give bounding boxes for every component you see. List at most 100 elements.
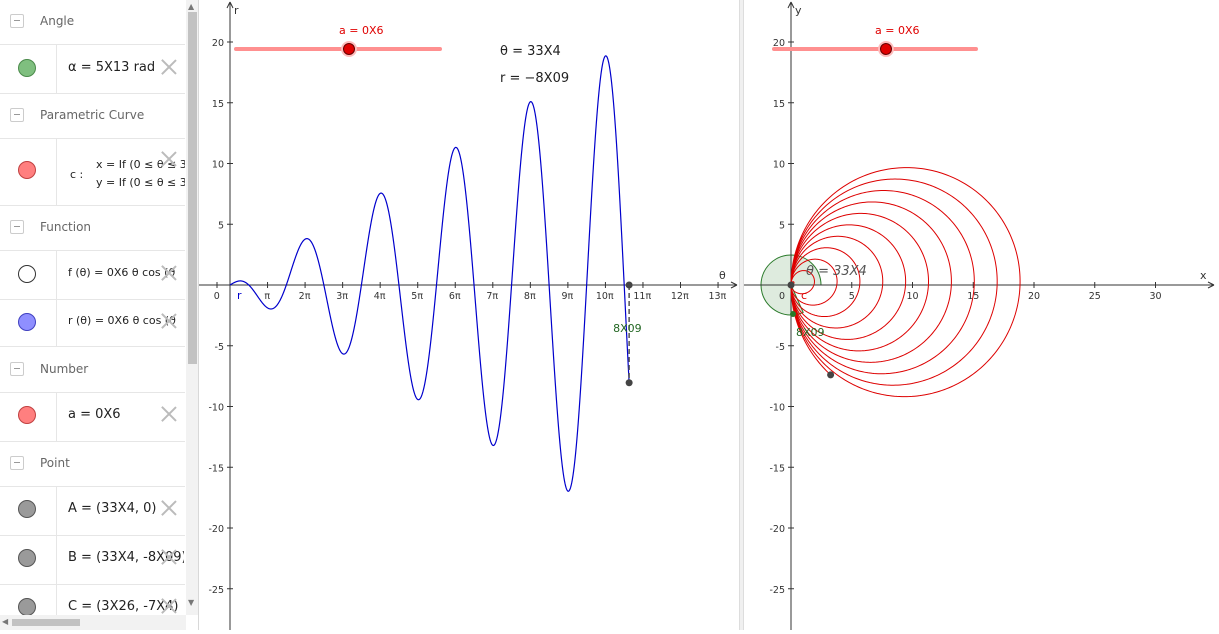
item-definition[interactable]: r (θ) = 0X6 θ cos (θ <box>68 314 176 327</box>
category-point[interactable]: Point <box>0 442 185 487</box>
algebra-item-B[interactable]: B = (33X4, -8X09) <box>0 536 185 585</box>
horizontal-scrollbar[interactable]: ◀ <box>0 615 186 630</box>
y-tick-label: 5 <box>779 220 785 231</box>
y-tick-label: -25 <box>769 585 785 596</box>
scroll-up-icon[interactable]: ▲ <box>188 2 195 11</box>
visibility-toggle-icon[interactable] <box>18 161 36 179</box>
x-tick-label: 8π <box>524 291 536 302</box>
vertical-scrollbar[interactable]: ▲ ▼ <box>186 0 198 615</box>
y-tick-label: -20 <box>769 524 785 535</box>
point-A[interactable] <box>625 281 633 289</box>
curve-label: r <box>237 289 242 302</box>
item-definition[interactable]: α = 5X13 rad <box>68 60 156 75</box>
delete-icon[interactable] <box>160 405 178 423</box>
view-divider[interactable] <box>739 0 744 630</box>
slider-a-point[interactable] <box>343 43 355 55</box>
x-tick-label: 5π <box>411 291 423 302</box>
category-label: Angle <box>40 14 75 28</box>
collapse-icon[interactable] <box>10 362 24 376</box>
algebra-item-a[interactable]: a = 0X6 <box>0 393 185 442</box>
delete-icon[interactable] <box>160 150 178 168</box>
visibility-toggle-icon[interactable] <box>18 59 36 77</box>
item-definition[interactable]: C = (3X26, -7X4) <box>68 599 179 614</box>
x-tick-label: 7π <box>486 291 498 302</box>
y-tick-label: -10 <box>208 403 224 414</box>
delete-icon[interactable] <box>160 264 178 282</box>
category-function[interactable]: Function <box>0 206 185 251</box>
item-definition[interactable]: a = 0X6 <box>68 407 121 422</box>
y-tick-label: -5 <box>215 342 224 353</box>
y-tick-label: -15 <box>769 463 785 474</box>
polar-function-curve[interactable] <box>229 55 630 492</box>
item-definition[interactable]: f (θ) = 0X6 θ cos (θ <box>68 266 176 279</box>
category-parametric-curve[interactable]: Parametric Curve <box>0 94 185 139</box>
visibility-toggle-icon[interactable] <box>18 500 36 518</box>
parametric-curve-c[interactable] <box>790 167 1021 398</box>
y-tick-label: -20 <box>208 524 224 535</box>
x-axis-label: θ <box>719 269 726 282</box>
algebra-item-curve-c[interactable]: c : x = If (0 ≤ θ ≤ 3 y = If (0 ≤ θ ≤ 3 <box>0 139 185 206</box>
algebra-view: Angle α = 5X13 rad Parametric Curve c : … <box>0 0 199 630</box>
visibility-toggle-icon[interactable] <box>18 549 36 567</box>
delete-icon[interactable] <box>160 58 178 76</box>
scrollbar-thumb[interactable] <box>188 12 197 364</box>
category-label: Number <box>40 362 89 376</box>
collapse-icon[interactable] <box>10 220 24 234</box>
slider-a-point[interactable] <box>880 43 892 55</box>
x-tick-label: 11π <box>633 291 651 302</box>
axes <box>199 1 738 630</box>
collapse-icon[interactable] <box>10 456 24 470</box>
scrollbar-thumb[interactable] <box>12 619 80 626</box>
x-tick-label: 20 <box>1028 291 1040 302</box>
item-definition[interactable]: A = (33X4, 0) <box>68 501 157 516</box>
scroll-left-icon[interactable]: ◀ <box>2 617 9 626</box>
x-tick-label: 0 <box>779 291 785 302</box>
algebra-item-A[interactable]: A = (33X4, 0) <box>0 487 185 536</box>
collapse-icon[interactable] <box>10 14 24 28</box>
algebra-item-r[interactable]: r (θ) = 0X6 θ cos (θ <box>0 300 185 347</box>
category-number[interactable]: Number <box>0 348 185 393</box>
item-definition[interactable]: B = (33X4, -8X09) <box>68 550 184 565</box>
tick-labels: 0 π 2π 3π 4π 5π 6π 7π 8π 9π 10π 11π 12π 13π 20 15 10 5 -5 -… <box>208 38 726 596</box>
item-prefix: c : <box>70 168 84 181</box>
delete-icon[interactable] <box>160 597 178 615</box>
origin-point[interactable] <box>787 281 795 289</box>
curve-point[interactable] <box>790 311 796 317</box>
theta-value-text: θ = 33X4 <box>500 44 561 59</box>
x-tick-label: 12π <box>671 291 689 302</box>
y-axis-label: r <box>234 4 239 17</box>
collapse-icon[interactable] <box>10 108 24 122</box>
x-tick-label: 25 <box>1089 291 1101 302</box>
visibility-toggle-icon[interactable] <box>18 313 36 331</box>
algebra-item-alpha[interactable]: α = 5X13 rad <box>0 45 185 94</box>
delete-icon[interactable] <box>160 499 178 517</box>
y-tick-label: 5 <box>218 220 224 231</box>
scroll-down-icon[interactable]: ▼ <box>188 598 195 607</box>
visibility-toggle-icon[interactable] <box>18 598 36 616</box>
x-tick-label: π <box>264 291 270 302</box>
visibility-toggle-icon[interactable] <box>18 406 36 424</box>
graphics-view-1[interactable]: 0 π 2π 3π 4π 5π 6π 7π 8π 9π 10π 11π 12π 13π 20 15 10 5 -5 -… <box>199 0 739 630</box>
y-axis-arrow <box>226 1 234 9</box>
point-C[interactable] <box>827 371 835 379</box>
algebra-item-f[interactable]: f (θ) = 0X6 θ cos (θ <box>0 251 185 300</box>
y-tick-label: 15 <box>212 99 224 110</box>
category-label: Function <box>40 220 92 234</box>
x-axis-arrow <box>730 281 738 289</box>
x-tick-label: 4π <box>374 291 386 302</box>
category-label: Point <box>40 456 70 470</box>
graphics-view-2[interactable]: 0 5 10 15 20 25 30 20 15 10 5 -5 -10 -15 -20 -25 c 8X09… <box>744 0 1219 630</box>
item-line-2[interactable]: y = If (0 ≤ θ ≤ 3 <box>96 176 185 189</box>
category-angle[interactable]: Angle <box>0 0 185 45</box>
x-tick-label: 13π <box>708 291 726 302</box>
value-label: 8X09 <box>796 326 825 339</box>
delete-icon[interactable] <box>160 312 178 330</box>
y-axis-label: y <box>795 4 802 17</box>
x-tick-label: 3π <box>336 291 348 302</box>
delete-icon[interactable] <box>160 548 178 566</box>
visibility-toggle-icon[interactable] <box>18 265 36 283</box>
x-tick-label: 10π <box>596 291 614 302</box>
y-tick-label: -25 <box>208 585 224 596</box>
axes <box>744 1 1215 630</box>
point-B[interactable] <box>625 379 633 387</box>
